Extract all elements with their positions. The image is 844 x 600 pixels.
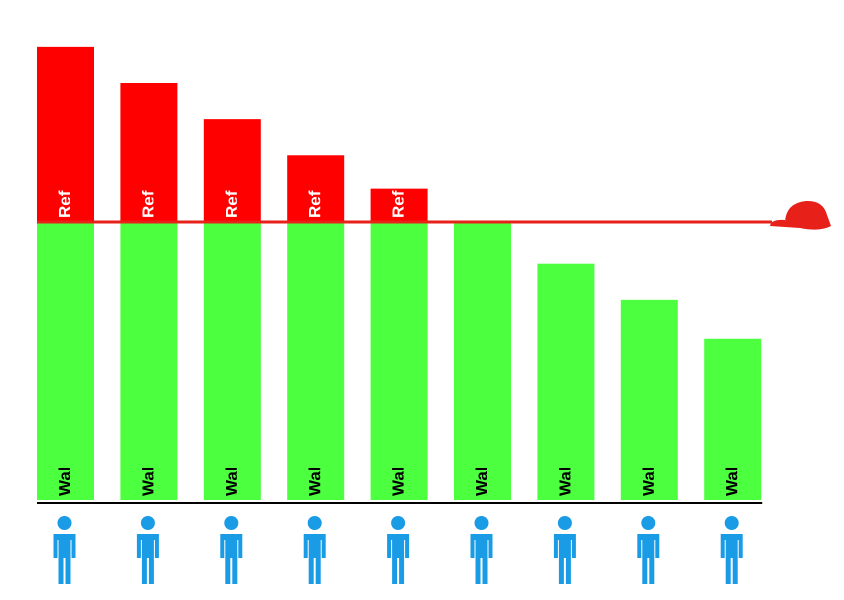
bar-segment [537, 263, 595, 500]
bar-segment [287, 222, 345, 500]
segment-label: Refund [306, 159, 325, 218]
person-icon [553, 516, 576, 584]
segment-label: Refund [55, 159, 74, 218]
segment-label: Refund [389, 159, 408, 218]
segment-label: Wabi [389, 456, 408, 496]
bar-segment [620, 299, 678, 500]
person-icon [303, 516, 326, 584]
person-icon [470, 516, 493, 584]
segment-label: Wabi [55, 456, 74, 496]
bar-segment [120, 222, 178, 500]
bar-segment [370, 222, 428, 500]
cap-shape [770, 200, 831, 230]
person-icon [387, 516, 410, 584]
bar-segment [120, 83, 178, 222]
segment-label: Refund [139, 159, 158, 218]
bar-segment [454, 222, 511, 500]
cap-icon [770, 200, 831, 230]
bar-segment [37, 46, 94, 222]
segment-label: Wabi [723, 456, 742, 496]
bar-segment [287, 155, 345, 222]
segment-label: Wabi [222, 456, 241, 496]
bar-segment [370, 188, 428, 222]
bar-segment [203, 119, 261, 222]
bar-segment [203, 222, 261, 500]
person-icon [136, 516, 159, 584]
person-icon [53, 516, 76, 584]
segment-label: Refund [222, 159, 241, 218]
person-icon [637, 516, 660, 584]
segment-label: Wabi [472, 456, 491, 496]
segment-label: Wabi [639, 456, 658, 496]
segment-label: Wabi [556, 456, 575, 496]
person-icon [220, 516, 243, 584]
segment-label: Wabi [139, 456, 158, 496]
person-icon [720, 516, 743, 584]
bar-segment [704, 338, 762, 500]
segment-label: Wabi [306, 456, 325, 496]
bar-segment [37, 222, 94, 500]
